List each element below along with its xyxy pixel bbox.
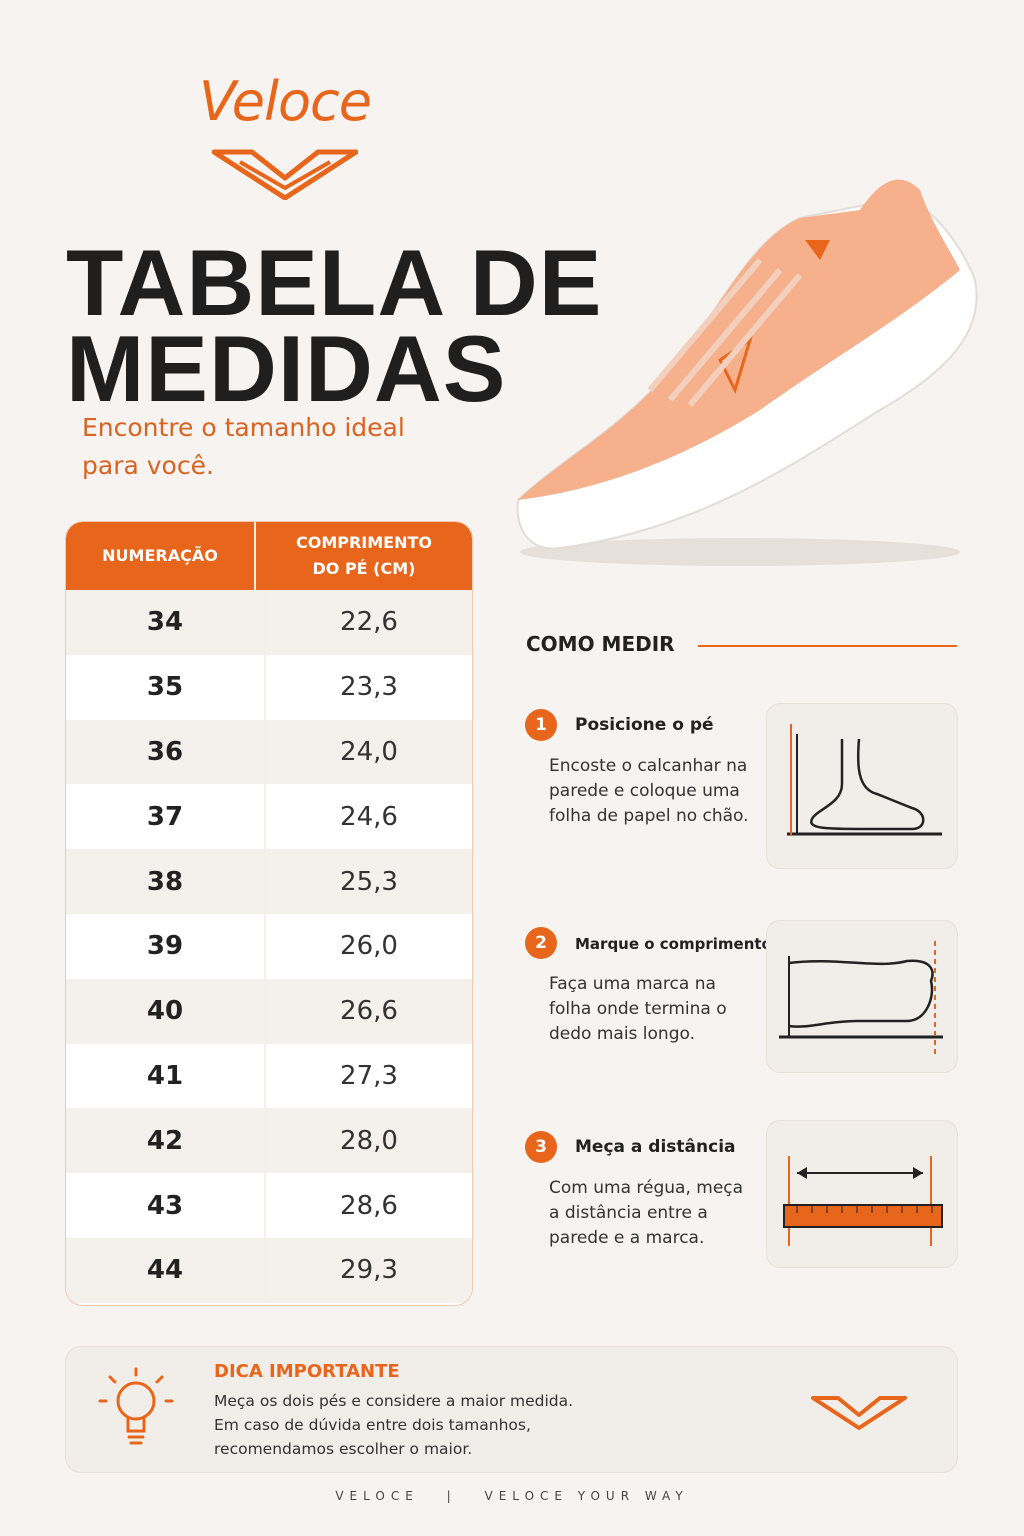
tip-title: DICA IMPORTANTE [214,1361,400,1382]
footer-text: VELOCE YOUR WAY [484,1489,689,1503]
table-header: NUMERAÇÃO COMPRIMENTO DO PÉ (CM) [66,522,472,590]
length-cell: 25,3 [340,866,398,897]
header-cell: COMPRIMENTO DO PÉ (CM) [295,533,432,578]
step-illustration [766,703,958,869]
length-cell: 24,6 [340,801,398,832]
size-cell: 35 [66,654,266,720]
step-illustration [766,1120,958,1268]
brand: Veloce [199,70,372,133]
size-cell: 38 [66,849,266,914]
size-cell: 44 [66,1237,266,1303]
length-cell: 28,6 [340,1190,398,1221]
length-cell: 29,3 [340,1255,398,1286]
size-cell: 34 [66,590,266,655]
table-row: 41 27,3 [66,1043,472,1109]
size-cell: 36 [66,719,266,785]
table-row: 42 28,0 [66,1108,472,1174]
size-cell: 42 [66,1108,266,1174]
step-number: 1 [525,709,557,741]
tip-line: recomendamos escolher o maior. [214,1440,473,1458]
table-row: 37 24,6 [66,784,472,850]
step-title: Marque o comprimento [575,935,772,953]
tip-line: Em caso de dúvida entre dois tamanhos, [214,1416,531,1434]
step-number: 2 [525,927,557,959]
table-row: 40 26,6 [66,978,472,1044]
footer-text: VELOCE [335,1489,419,1503]
table-row: 35 23,3 [66,654,472,720]
tip-line: Meça os dois pés e considere a maior med… [214,1392,574,1410]
step-title: Posicione o pé [575,715,714,735]
title-line: TABELA DE [66,230,603,335]
step-text: Encoste o calcanhar na parede e coloque … [549,756,749,826]
table-row: 43 28,6 [66,1173,472,1238]
table-row: 38 25,3 [66,849,472,914]
size-cell: 41 [66,1043,266,1109]
subtitle: para você. [82,451,214,480]
brand-logo [811,1396,907,1430]
length-cell: 23,3 [340,672,398,703]
length-cell: 24,0 [340,736,398,767]
header-cell: NUMERAÇÃO [66,522,256,590]
section-title: COMO MEDIR [526,632,675,656]
length-cell: 26,6 [340,996,398,1027]
length-cell: 28,0 [340,1125,398,1156]
length-cell: 27,3 [340,1060,398,1091]
table-row: 36 24,0 [66,719,472,785]
length-cell: 22,6 [340,607,398,638]
size-table: NUMERAÇÃO COMPRIMENTO DO PÉ (CM) 34 22,6 3… [65,521,473,1306]
title-line: MEDIDAS [66,316,507,421]
length-cell: 26,0 [340,931,398,962]
step-text: Com uma régua, meça a distância entre a … [549,1178,744,1248]
step-illustration [766,920,958,1073]
size-cell: 40 [66,978,266,1044]
table-row: 44 29,3 [66,1237,472,1303]
size-cell: 43 [66,1173,266,1238]
tip-box: DICA IMPORTANTE Meça os dois pés e consi… [65,1346,958,1473]
table-row: 34 22,6 [66,590,472,655]
step-text: Faça uma marca na folha onde termina o d… [549,974,727,1044]
table-row: 39 26,0 [66,913,472,979]
step-number: 3 [525,1131,557,1163]
size-cell: 39 [66,913,266,979]
tip-text: Meça os dois pés e considere a maior med… [214,1389,573,1461]
step-title: Meça a distância [575,1137,736,1157]
size-cell: 37 [66,784,266,850]
shoe-image [516,179,978,566]
subtitle: Encontre o tamanho ideal [82,413,405,442]
divider [698,645,957,647]
bulb-icon [98,1367,174,1445]
footer: VELOCE | VELOCE YOUR WAY [0,1489,1024,1503]
table-body: 34 22,6 35 23,3 36 24,0 37 24,6 38 25,3 39 26,0 40 26… [66,590,472,1303]
brand-logo [212,149,358,200]
footer-separator: | [446,1489,457,1503]
